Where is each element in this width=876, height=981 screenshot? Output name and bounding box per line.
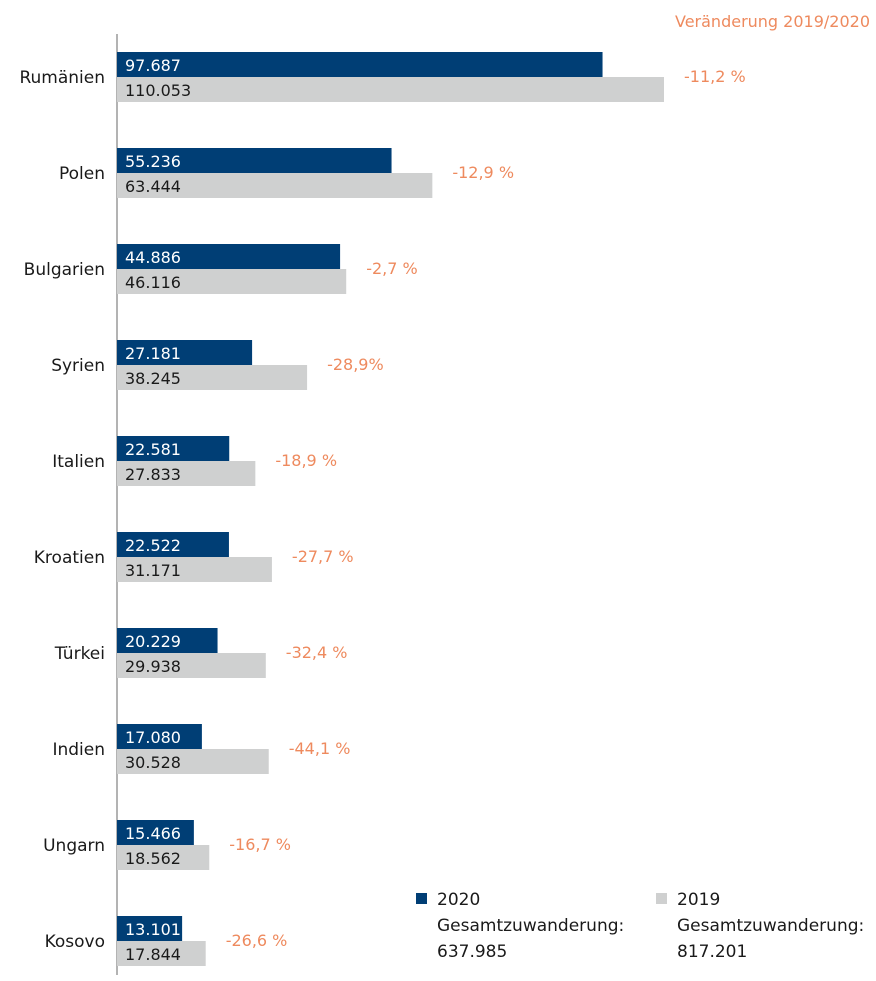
category-label: Italien [52, 452, 105, 472]
category-label: Ungarn [43, 836, 105, 856]
change-header: Veränderung 2019/2020 [675, 12, 870, 31]
bar-2020-8 [117, 820, 194, 845]
change-label: -44,1 % [289, 739, 351, 758]
change-label: -26,6 % [226, 931, 288, 950]
value-label-2020: 13.101 [125, 920, 181, 939]
change-label: -2,7 % [366, 259, 418, 278]
change-label: -32,4 % [286, 643, 348, 662]
bar-2020-1 [117, 148, 392, 173]
bar-2019-1 [117, 173, 433, 198]
bar-2019-5 [117, 557, 272, 582]
legend-total-label: Gesamtzuwanderung: [437, 916, 624, 936]
value-label-2020: 20.229 [125, 632, 181, 651]
legend-swatch-2019 [656, 893, 667, 904]
change-label: -11,2 % [684, 67, 746, 86]
value-label-2019: 17.844 [125, 945, 181, 964]
category-label: Polen [59, 164, 105, 184]
change-label: -12,9 % [452, 163, 514, 182]
bar-2019-9 [117, 941, 206, 966]
legend-total-value: 817.201 [677, 942, 747, 962]
value-label-2019: 27.833 [125, 465, 181, 484]
value-label-2020: 55.236 [125, 152, 181, 171]
value-label-2020: 27.181 [125, 344, 181, 363]
bar-2019-7 [117, 749, 269, 774]
value-label-2019: 18.562 [125, 849, 181, 868]
category-label: Bulgarien [24, 260, 105, 280]
category-label: Kosovo [45, 932, 105, 952]
category-label: Syrien [51, 356, 105, 376]
value-label-2019: 38.245 [125, 369, 181, 388]
bar-2019-6 [117, 653, 266, 678]
value-label-2020: 97.687 [125, 56, 181, 75]
bar-2020-6 [117, 628, 218, 653]
value-label-2019: 46.116 [125, 273, 181, 292]
value-label-2020: 22.581 [125, 440, 181, 459]
bar-2020-2 [117, 244, 341, 269]
bars-group: 97.687 110.053 Rumänien -11,2 % 55.236 63.444… [19, 52, 746, 966]
category-label: Kroatien [34, 548, 105, 568]
bar-2020-9 [117, 916, 183, 941]
bar-2020-0 [117, 52, 603, 77]
category-label: Indien [52, 740, 105, 760]
bar-2019-2 [117, 269, 347, 294]
bar-2020-5 [117, 532, 229, 557]
value-label-2019: 110.053 [125, 81, 191, 100]
change-label: -16,7 % [229, 835, 291, 854]
value-label-2020: 15.466 [125, 824, 181, 843]
value-label-2020: 17.080 [125, 728, 181, 747]
bar-2020-4 [117, 436, 230, 461]
legend-total-label: Gesamtzuwanderung: [677, 916, 864, 936]
change-label: -28,9% [327, 355, 384, 374]
legend-total-value: 637.985 [437, 942, 507, 962]
category-label: Türkei [54, 644, 105, 664]
bar-2020-3 [117, 340, 253, 365]
value-label-2019: 63.444 [125, 177, 181, 196]
legend-swatch-2020 [416, 893, 427, 904]
legend-year: 2019 [677, 890, 720, 910]
bar-2019-4 [117, 461, 256, 486]
value-label-2019: 29.938 [125, 657, 181, 676]
bar-2020-7 [117, 724, 202, 749]
category-label: Rumänien [19, 68, 105, 88]
bar-2019-3 [117, 365, 308, 390]
change-label: -18,9 % [275, 451, 337, 470]
value-label-2019: 30.528 [125, 753, 181, 772]
value-label-2020: 22.522 [125, 536, 181, 555]
legend: 2020 Gesamtzuwanderung: 637.985 2019 Gesamtz… [416, 890, 864, 962]
legend-year: 2020 [437, 890, 480, 910]
value-label-2019: 31.171 [125, 561, 181, 580]
bar-2019-8 [117, 845, 210, 870]
value-label-2020: 44.886 [125, 248, 181, 267]
bar-2019-0 [117, 77, 664, 102]
change-label: -27,7 % [292, 547, 354, 566]
